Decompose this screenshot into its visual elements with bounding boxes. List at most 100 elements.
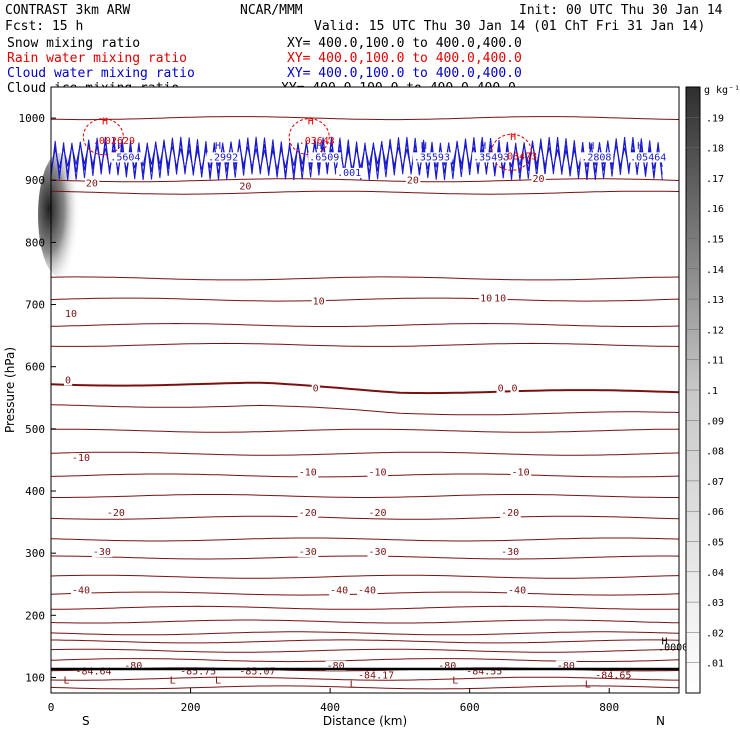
- temperature-contour-line: [50, 676, 679, 681]
- temperature-label: -80: [438, 661, 456, 672]
- temperature-label-bg: [297, 507, 319, 518]
- snow-shading: [38, 153, 82, 277]
- temperature-contour-line: [50, 342, 679, 347]
- temperature-label-bg: [238, 181, 253, 192]
- colorbar-tick-label: .1: [706, 386, 718, 397]
- temperature-label: 0: [313, 384, 319, 395]
- colorbar-tick-label: .18: [706, 144, 724, 155]
- cloud-water-max-value-bg: [580, 152, 614, 163]
- temperature-label: -40: [72, 586, 90, 597]
- temperature-label: -10: [368, 467, 386, 478]
- plot-area: -80 -80 -80 -80 -40 -40 -40 -40 -30 -30 -30 -30 -20 -…: [38, 86, 689, 694]
- temperature-label: -10: [72, 453, 90, 464]
- cloud-water-contour: [50, 144, 663, 171]
- colorbar-tick-label: .17: [706, 174, 724, 185]
- temperature-label: 10: [494, 293, 506, 304]
- temperature-label-bg: [493, 293, 508, 304]
- low-marker: L: [64, 676, 70, 687]
- rain-water-contour: [491, 133, 533, 171]
- temperature-label: 0: [498, 384, 504, 395]
- rain-water-max-value: .03643: [299, 136, 335, 147]
- temperature-label-bg: [496, 383, 505, 394]
- colorbar-tick-label: .08: [706, 447, 724, 458]
- temperature-label: 20: [532, 174, 544, 185]
- temperature-label-bg: [507, 585, 528, 596]
- temperature-label: -80: [327, 661, 345, 672]
- rain-water-contour: [82, 118, 124, 156]
- cloud-water-max-value-bg: [336, 167, 363, 178]
- temperature-label: 20: [239, 182, 251, 193]
- y-tick-label: 100: [25, 671, 45, 684]
- y-tick-label: 1000: [19, 112, 46, 125]
- temperature-label: -30: [299, 547, 317, 558]
- temperature-label: 0: [512, 384, 518, 395]
- rain-water-max-value: .03473: [501, 152, 537, 163]
- y-tick-label: 600: [25, 361, 45, 374]
- colorbar-tick-label: .16: [706, 204, 724, 215]
- y-tick-label: 200: [25, 609, 45, 622]
- rain-water-contours: [82, 118, 533, 171]
- plot-frame: [50, 86, 680, 694]
- temperature-label: 10: [480, 293, 492, 304]
- colorbar-tick-label: .03: [706, 598, 724, 609]
- colorbar-tick-label: .13: [706, 295, 724, 306]
- temperature-label-bg: [297, 467, 319, 478]
- temperature-contour-line: [50, 473, 680, 478]
- x-tick-label: 0: [48, 701, 55, 714]
- cloud-ice-max-value: .0000: [658, 643, 688, 654]
- temperature-contour-line: [50, 428, 679, 433]
- temperature-label-bg: [325, 660, 347, 671]
- temperature-label: -10: [512, 467, 530, 478]
- temperature-contour-line: [50, 451, 680, 456]
- rain-water-max-value: .002629: [93, 136, 135, 147]
- temperature-label-bg: [367, 547, 389, 558]
- y-tick-label: 500: [25, 423, 45, 436]
- x-axis-label: Distance (km): [323, 714, 407, 728]
- field-name-cloud-water: Cloud water mixing ratio: [7, 66, 195, 81]
- colorbar-tick-label: .19: [706, 113, 724, 124]
- temperature-contour-line: [50, 648, 680, 653]
- temperature-label: 10: [65, 309, 77, 320]
- cloud-water-max-value-bg: [109, 152, 143, 163]
- x-tick-label: 200: [181, 701, 201, 714]
- temperature-label: 0: [65, 375, 71, 386]
- temperature-label: -20: [501, 508, 519, 519]
- temperature-label-bg: [63, 375, 73, 386]
- cloud-water-max-marker: H: [588, 141, 594, 152]
- temperature-label: 20: [407, 175, 419, 186]
- temperature-contour-line: [50, 631, 680, 636]
- temperature-contour-line: [50, 537, 680, 542]
- x-end-label-right: N: [656, 714, 665, 728]
- cloud-water-max-marker: H: [480, 141, 486, 152]
- field-xy-snow: XY= 400.0,100.0 to 400.0,400.0: [287, 36, 522, 51]
- colorbar-tick-label: .04: [706, 568, 724, 579]
- temperature-contour-line: [50, 685, 680, 690]
- colorbar-tick-label: .06: [706, 507, 724, 518]
- low-marker: L: [350, 679, 356, 690]
- colorbar-tick-label: .07: [706, 477, 724, 488]
- temperature-contour-line: [50, 178, 680, 183]
- cloud-water-max-value: .35593: [414, 152, 450, 163]
- colorbar-tick-label: .11: [706, 356, 724, 367]
- temperature-label: -20: [299, 508, 317, 519]
- temperature-label-bg: [70, 585, 92, 596]
- temperature-contour-line: [51, 639, 680, 644]
- field-xy-rain: XY= 400.0,100.0 to 400.0,400.0: [287, 51, 522, 66]
- temperature-extremum-value: -85.75: [180, 666, 216, 677]
- temperature-label: -30: [368, 547, 386, 558]
- low-marker: L: [452, 676, 458, 687]
- colorbar: g kg⁻¹ .01 .02 .03 .04 .05 .06 .07 .08 .09 .1 .11.…: [685, 85, 740, 694]
- y-tick-label: 400: [25, 485, 45, 498]
- contour-labels: -80 -80 -80 -80 -40 -40 -40 -40 -30 -30 -30 -30 -20 -…: [64, 116, 689, 690]
- temperature-contour-line: [50, 116, 680, 121]
- forecast-hour: Fcst: 15 h: [5, 19, 83, 34]
- org-title: NCAR/MMM: [240, 3, 303, 18]
- cloud-water-max-value: .2992: [208, 152, 238, 163]
- temperature-label: -40: [508, 586, 526, 597]
- temperature-contour-line: [50, 297, 680, 302]
- temperature-label-bg: [311, 296, 327, 307]
- temperature-contour-line: [50, 190, 680, 195]
- colorbar-tick-label: .12: [706, 325, 724, 336]
- cloud-ice-max-marker: H: [662, 637, 668, 648]
- temperature-contour-line: [51, 555, 680, 560]
